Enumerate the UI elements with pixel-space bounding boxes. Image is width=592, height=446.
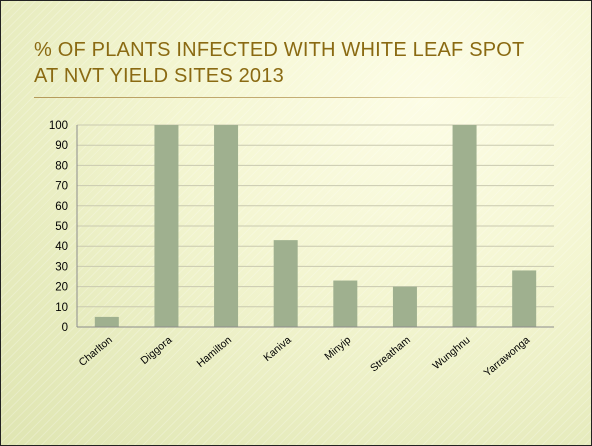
slide-title-line-1: % OF PLANTS INFECTED WITH WHITE LEAF SPO…	[34, 39, 525, 61]
title-underline	[34, 97, 574, 98]
y-tick-label: 40	[55, 241, 68, 253]
y-tick-label: 0	[62, 322, 68, 334]
y-tick-label: 10	[55, 302, 68, 314]
y-tick-label: 80	[55, 160, 68, 172]
x-tick-label: Streatham	[368, 334, 413, 374]
y-tick-labels: 0 10 20 30 40 50 60 70 80 90 100	[49, 120, 68, 334]
y-tick-label: 20	[55, 282, 68, 294]
bar-kaniva	[273, 240, 298, 327]
x-tick-label: Minyip	[322, 334, 353, 363]
bars	[94, 125, 537, 327]
slide-title-line-2: AT NVT YIELD SITES 2013	[34, 65, 284, 87]
y-tick-label: 100	[49, 120, 68, 132]
bar-streatham	[392, 286, 417, 327]
bar-charlton	[94, 316, 119, 327]
bar-diggora	[154, 125, 179, 327]
x-tick-labels: Charlton Diggora Hamilton Kaniva Minyip Strea…	[77, 334, 533, 379]
x-tick-label: Charlton	[77, 334, 115, 369]
bar-minyip	[333, 280, 358, 327]
y-tick-label: 30	[55, 261, 68, 273]
bar-yarrawonga	[512, 270, 537, 327]
slide-title: % OF PLANTS INFECTED WITH WHITE LEAF SPO…	[34, 37, 589, 89]
y-tick-label: 50	[55, 221, 68, 233]
x-tick-label: Yarrawonga	[482, 334, 533, 379]
y-tick-label: 90	[55, 140, 68, 152]
y-tick-label: 60	[55, 201, 68, 213]
x-tick-label: Hamilton	[195, 334, 235, 370]
x-tick-label: Diggora	[138, 334, 174, 367]
bar-wunghnu	[452, 125, 477, 327]
y-tick-label: 70	[55, 181, 68, 193]
x-tick-label: Kaniva	[261, 334, 293, 364]
bar-hamilton	[214, 125, 239, 327]
gridlines	[77, 124, 554, 308]
axes	[76, 125, 554, 328]
x-tick-label: Wunghnu	[430, 334, 472, 372]
